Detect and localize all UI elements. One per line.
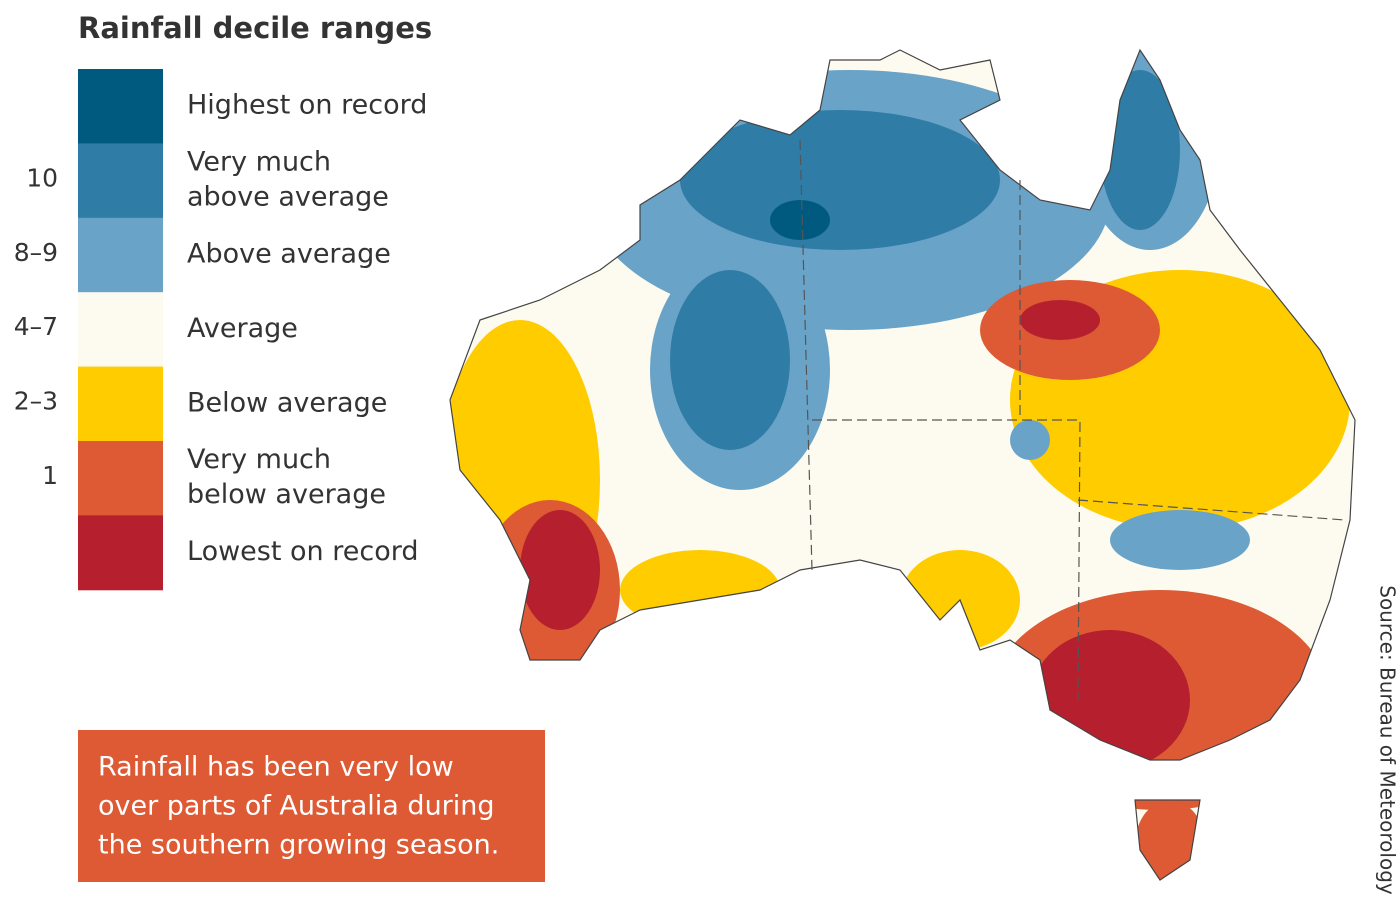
state-borders	[799, 139, 1346, 701]
rainfall-region	[770, 200, 830, 240]
decile-label: 10	[26, 163, 58, 192]
note: Rainfall has been very low over parts of …	[98, 752, 499, 861]
legend-swatch	[78, 292, 163, 368]
rainfall-region	[680, 110, 1000, 250]
legend-swatch	[78, 217, 163, 293]
legend-label: below average	[187, 479, 386, 510]
rainfall-region	[1110, 510, 1250, 570]
rainfall-region	[520, 510, 600, 630]
legend-label: Very much	[187, 147, 331, 178]
legend-label: Highest on record	[187, 90, 427, 121]
note-line: the southern growing season.	[98, 830, 499, 861]
legend-swatch	[78, 515, 163, 591]
legend-swatch	[78, 366, 163, 442]
legend-swatch	[78, 69, 163, 144]
legend-label: Lowest on record	[187, 536, 418, 567]
note-line: Rainfall has been very low	[98, 752, 454, 783]
legend-label: Below average	[187, 387, 387, 418]
legend-swatch	[78, 441, 163, 516]
legend-label: Above average	[187, 239, 391, 270]
decile-label: 2–3	[14, 387, 58, 416]
rainfall-region	[1135, 800, 1205, 880]
legend-swatch	[78, 143, 163, 219]
decile-label: 1	[42, 461, 58, 490]
legend-label: above average	[187, 182, 389, 213]
rainfall-region	[670, 270, 790, 450]
legend-label: Very much	[187, 444, 331, 475]
rainfall-region	[620, 550, 780, 630]
note-box	[78, 730, 545, 882]
rainfall-region	[1100, 70, 1180, 230]
rainfall-region	[1010, 420, 1050, 460]
decile-label: 4–7	[14, 312, 58, 341]
legend: Highest on record Very much above average 1…	[14, 69, 427, 591]
australia	[450, 50, 1355, 880]
source: Source: Bureau of Meteorology	[1376, 585, 1398, 895]
rainfall-region	[1030, 630, 1190, 770]
rainfall-region	[1020, 300, 1100, 340]
note-line: over parts of Australia during	[98, 791, 495, 822]
coastline	[449, 48, 1356, 881]
decile-label: 8–9	[14, 238, 58, 267]
legend-title: Rainfall decile ranges	[78, 11, 432, 45]
legend-label: Average	[187, 313, 298, 344]
